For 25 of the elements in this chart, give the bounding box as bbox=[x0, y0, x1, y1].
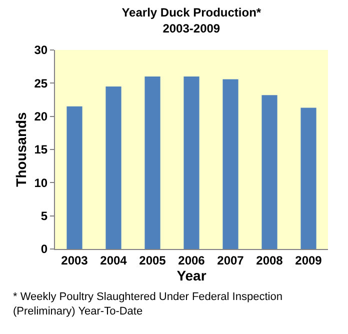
y-tick-label: 10 bbox=[34, 176, 48, 190]
chart-title: Yearly Duck Production* 2003-2009 bbox=[122, 6, 262, 36]
x-tick-label: 2005 bbox=[139, 253, 166, 268]
x-tick-label: 2007 bbox=[217, 253, 244, 268]
y-tick-label: 15 bbox=[34, 142, 48, 157]
bar bbox=[184, 76, 200, 249]
x-tick-label: 2003 bbox=[61, 253, 88, 268]
bar bbox=[300, 108, 316, 249]
bar bbox=[66, 106, 82, 249]
y-tick-label: 25 bbox=[34, 76, 48, 90]
y-axis-title: Thousands bbox=[12, 112, 29, 187]
bar bbox=[222, 79, 238, 249]
text: * Weekly Poultry Slaughtered Under Federal Inspection (Preliminary) Year-To-Date bbox=[13, 291, 282, 318]
y-tick-label: 30 bbox=[34, 43, 48, 58]
x-tick-label: 2004 bbox=[100, 253, 128, 268]
x-axis-title: Year bbox=[176, 268, 207, 284]
bar bbox=[262, 95, 278, 249]
bar bbox=[144, 76, 160, 249]
y-tick-label: 20 bbox=[34, 110, 48, 124]
y-tick-label: 0 bbox=[40, 242, 48, 256]
x-tick-label: 2006 bbox=[178, 253, 206, 268]
x-tick-label: 2009 bbox=[295, 253, 322, 268]
bar bbox=[106, 86, 122, 249]
y-tick-label: 5 bbox=[40, 209, 48, 224]
x-tick-label: 2008 bbox=[256, 253, 284, 268]
